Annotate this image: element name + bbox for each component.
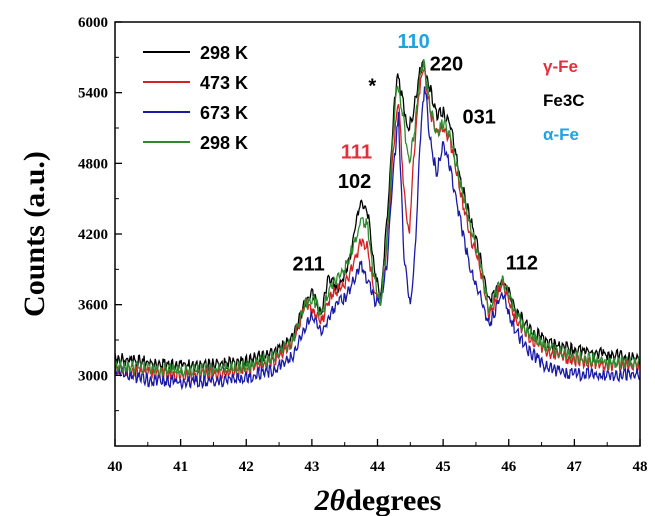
series-line bbox=[114, 59, 641, 378]
legend-label: 298 K bbox=[200, 133, 248, 153]
x-tick-label: 46 bbox=[501, 459, 517, 475]
x-tick-label: 47 bbox=[567, 459, 583, 475]
phase-label: γ-Fe bbox=[543, 57, 578, 76]
y-tick-label: 3600 bbox=[78, 298, 108, 314]
phase-legend: γ-Fe Fe3C α-Fe bbox=[543, 57, 585, 144]
y-tick-label: 5400 bbox=[78, 86, 108, 102]
peak-label: 111 bbox=[341, 142, 372, 164]
x-tick-label: 40 bbox=[108, 459, 123, 475]
x-tick-label: 48 bbox=[633, 459, 648, 475]
x-axis-title: 2θdegrees bbox=[314, 484, 442, 516]
y-tick-label: 4200 bbox=[78, 227, 108, 243]
peak-label: 211 bbox=[292, 254, 324, 276]
x-tick-label: 44 bbox=[370, 459, 386, 475]
y-tick-label: 6000 bbox=[78, 15, 108, 31]
legend-label: 673 K bbox=[200, 103, 248, 123]
x-axis-title-rest: degrees bbox=[345, 484, 441, 516]
phase-label: α-Fe bbox=[543, 125, 579, 144]
x-tick-label: 41 bbox=[173, 459, 188, 475]
peak-label: 220 bbox=[430, 53, 463, 75]
y-tick-label: 3000 bbox=[78, 368, 108, 384]
ticks-layer: 40 41 42 43 44 45 46 47 48 3000 3600 4200 4800 5400 60… bbox=[78, 15, 648, 475]
legend: 298 K 473 K 673 K 298 K bbox=[143, 43, 248, 153]
x-tick-label: 43 bbox=[304, 459, 319, 475]
x-tick-label: 42 bbox=[239, 459, 254, 475]
peak-label: 112 bbox=[506, 252, 538, 274]
x-axis-title-symbol: 2θ bbox=[314, 484, 346, 516]
peak-label: * bbox=[368, 76, 376, 98]
series-layer bbox=[114, 59, 641, 391]
legend-label: 473 K bbox=[200, 73, 248, 93]
y-tick-label: 4800 bbox=[78, 156, 108, 172]
series-line bbox=[114, 68, 640, 383]
peak-label: 031 bbox=[463, 106, 496, 128]
phase-label: Fe3C bbox=[543, 91, 585, 110]
legend-label: 298 K bbox=[200, 43, 248, 63]
peak-label: 110 bbox=[397, 31, 429, 53]
peak-label: 102 bbox=[338, 171, 371, 193]
y-axis-title: Counts (a.u.) bbox=[18, 151, 51, 317]
x-tick-label: 45 bbox=[436, 459, 451, 475]
